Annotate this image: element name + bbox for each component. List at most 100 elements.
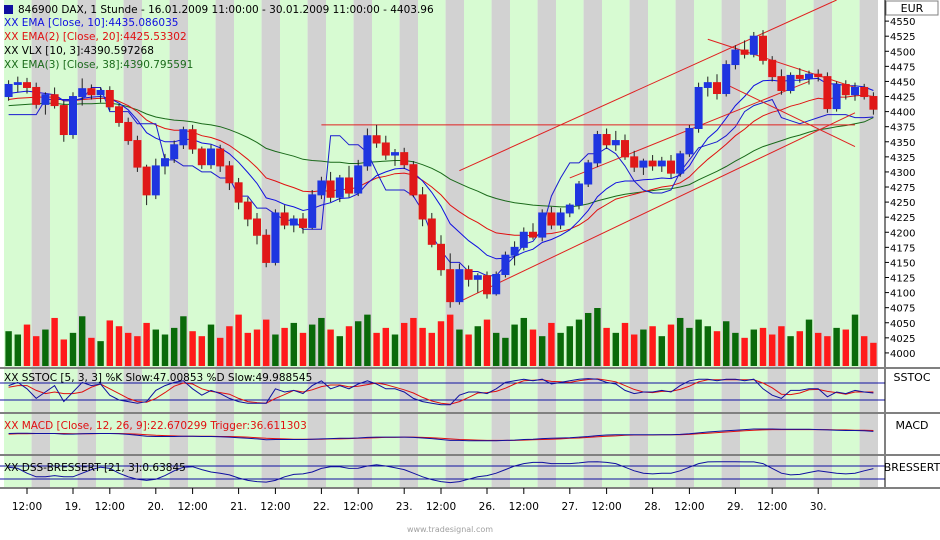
session-band [399, 0, 418, 488]
dss-tag: BRESSERT [884, 461, 940, 474]
volume-bar [290, 322, 298, 366]
session-band [832, 0, 860, 488]
candle-body [170, 144, 179, 160]
candle-body [363, 135, 372, 167]
candle-body [142, 166, 151, 196]
ema38-legend: XX EMA(3) [Close, 38]:4390.795591 [4, 59, 193, 71]
time-tick-label: 23. [396, 501, 413, 513]
volume-bar [768, 334, 776, 366]
price-tick-label: 4550 [890, 17, 915, 28]
price-tick-label: 4475 [890, 62, 915, 73]
session-band [740, 0, 768, 488]
volume-bar [106, 320, 114, 366]
candle-body [151, 165, 160, 196]
trendline [725, 84, 856, 148]
volume-bar [630, 334, 638, 366]
volume-bar [686, 327, 693, 366]
macd-line [8, 428, 874, 442]
candle-body [639, 160, 648, 168]
volume-bar [124, 332, 132, 366]
candle-body [722, 64, 731, 95]
candle-body [529, 231, 537, 238]
candle-body [188, 129, 197, 150]
session-band [583, 0, 602, 488]
candle-body [179, 129, 188, 146]
volume-bar [612, 332, 620, 366]
time-tick-label: 12:00 [591, 501, 621, 513]
volume-bar [796, 331, 804, 366]
candle-body [851, 86, 859, 96]
candle-body [243, 201, 252, 220]
time-tick-label: 12:00 [757, 501, 787, 513]
candle-body [354, 165, 363, 194]
volume-bar [143, 322, 150, 366]
time-tick-label: 22. [313, 501, 330, 513]
candle-body [335, 177, 344, 198]
volume-bar [299, 332, 307, 366]
volume-bar [88, 337, 95, 366]
time-tick-label: 28. [644, 501, 661, 513]
session-band [648, 0, 676, 488]
candle-body [225, 165, 234, 184]
volume-bar [750, 329, 758, 366]
candle-body [657, 160, 666, 167]
volume-bar [345, 326, 353, 366]
time-tick-label: 12:00 [12, 501, 42, 513]
time-tick-label: 12:00 [260, 501, 290, 513]
ema20-legend: XX EMA(2) [Close, 20]:4425.53302 [4, 31, 187, 43]
volume-bar [511, 324, 518, 366]
time-tick-label: 12:00 [343, 501, 373, 513]
candle-body [216, 148, 225, 167]
price-tick-label: 4200 [890, 228, 915, 239]
volume-bar [538, 336, 546, 366]
candle-body [777, 76, 786, 91]
candle-body [630, 156, 639, 168]
price-tick-label: 4125 [890, 274, 915, 285]
macd-legend: XX MACD [Close, 12, 26, 9]:22.670299 Tri… [4, 420, 307, 432]
candle-body [519, 231, 528, 248]
session-band [307, 0, 326, 488]
volume-bar [842, 329, 850, 366]
volume-bar [419, 327, 426, 366]
candle-body [795, 74, 804, 79]
volume-bar [115, 326, 123, 366]
candle-body [841, 83, 850, 96]
candle-body [262, 234, 271, 263]
volume-bar [833, 327, 840, 366]
candle-body [713, 82, 721, 95]
volume-bar [695, 319, 702, 366]
volume-bar [78, 316, 86, 366]
volume-bar [189, 331, 196, 366]
candle-body [391, 152, 399, 156]
volume-bar [732, 332, 739, 366]
candle-body [556, 212, 565, 226]
volume-bar [492, 332, 500, 366]
volume-bar [860, 336, 868, 366]
candle-body [133, 140, 142, 168]
volume-bar [152, 329, 160, 366]
volume-bar [759, 327, 767, 366]
candle-body [703, 82, 712, 88]
volume-bar [824, 336, 831, 366]
chart-menu-icon[interactable] [4, 5, 13, 14]
dss-line [8, 461, 874, 484]
volume-bar [814, 332, 822, 366]
session-band [602, 0, 630, 488]
volume-bar [134, 336, 141, 366]
volume-bar [474, 326, 482, 366]
candle-body [437, 243, 445, 271]
candle-body [455, 269, 464, 303]
candle-body [768, 59, 777, 78]
ema10-legend: XX EMA [Close, 10]:4435.086035 [4, 17, 178, 29]
price-axis-bg [885, 0, 940, 536]
volume-bar [262, 319, 270, 366]
candle-body [547, 212, 556, 226]
candle-body [41, 94, 50, 105]
session-band [353, 0, 372, 488]
volume-bars [5, 308, 877, 366]
time-tick-label: 27. [561, 501, 578, 513]
volume-bar [336, 336, 344, 366]
chart-title: 846900 DAX, 1 Stunde - 16.01.2009 11:00:… [18, 4, 434, 16]
time-tick-label: 12:00 [177, 501, 207, 513]
session-band [859, 0, 878, 488]
